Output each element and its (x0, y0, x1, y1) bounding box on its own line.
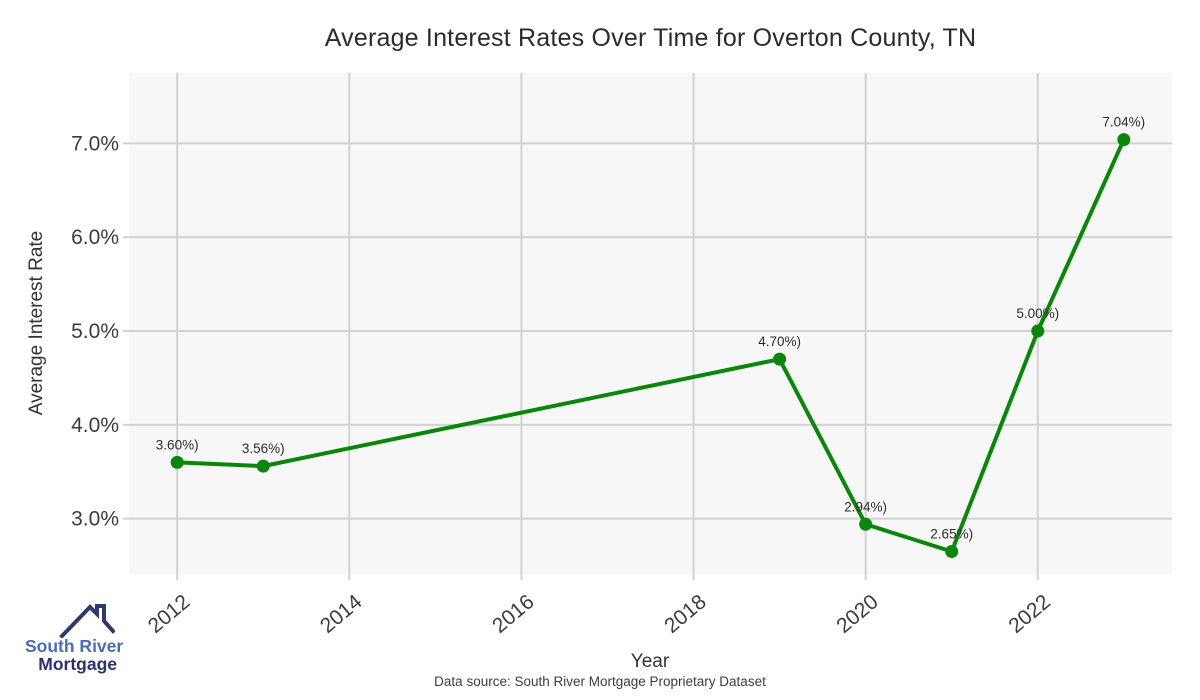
south-river-mortgage-logo: South River Mortgage (25, 600, 124, 674)
house-roof-path (59, 604, 115, 638)
logo-text-line2: Mortgage (38, 653, 117, 674)
data-source-caption: Data source: South River Mortgage Propri… (434, 674, 766, 689)
data-point-label: 3.60%) (156, 437, 199, 452)
y-axis-title: Average Interest Rate (26, 230, 47, 416)
x-tick-label: 2022 (1004, 590, 1055, 638)
x-tick-label: 2016 (488, 590, 539, 638)
data-point (859, 517, 873, 531)
data-point (945, 544, 959, 558)
x-tick-label: 2018 (660, 590, 711, 638)
chart-title: Average Interest Rates Over Time for Ove… (324, 24, 977, 52)
x-tick-label: 2020 (832, 590, 883, 638)
x-tick-label: 2012 (144, 590, 195, 638)
logo-text-line1: South River (25, 636, 124, 656)
y-tick-label: 7.0% (71, 132, 119, 155)
y-tick-label: 6.0% (71, 226, 119, 249)
data-point-label: 4.70%) (758, 334, 801, 349)
y-tick-label: 3.0% (71, 508, 119, 531)
data-point-label: 7.04%) (1102, 115, 1145, 130)
x-tick-label: 2014 (316, 590, 367, 638)
y-tick-label: 5.0% (71, 320, 119, 343)
house-roof-icon (59, 604, 115, 638)
y-tick-label: 4.0% (71, 414, 119, 437)
data-point-label: 2.65%) (930, 526, 973, 541)
data-point (170, 455, 184, 469)
data-point (773, 352, 787, 366)
data-point-label: 5.00%) (1016, 306, 1059, 321)
plot-panel (129, 73, 1172, 574)
data-point-label: 2.94%) (844, 499, 887, 514)
data-point-label: 3.56%) (242, 441, 285, 456)
data-point (1031, 324, 1045, 338)
data-point (1117, 133, 1131, 147)
x-axis-title: Year (630, 651, 670, 672)
data-point (256, 459, 270, 473)
